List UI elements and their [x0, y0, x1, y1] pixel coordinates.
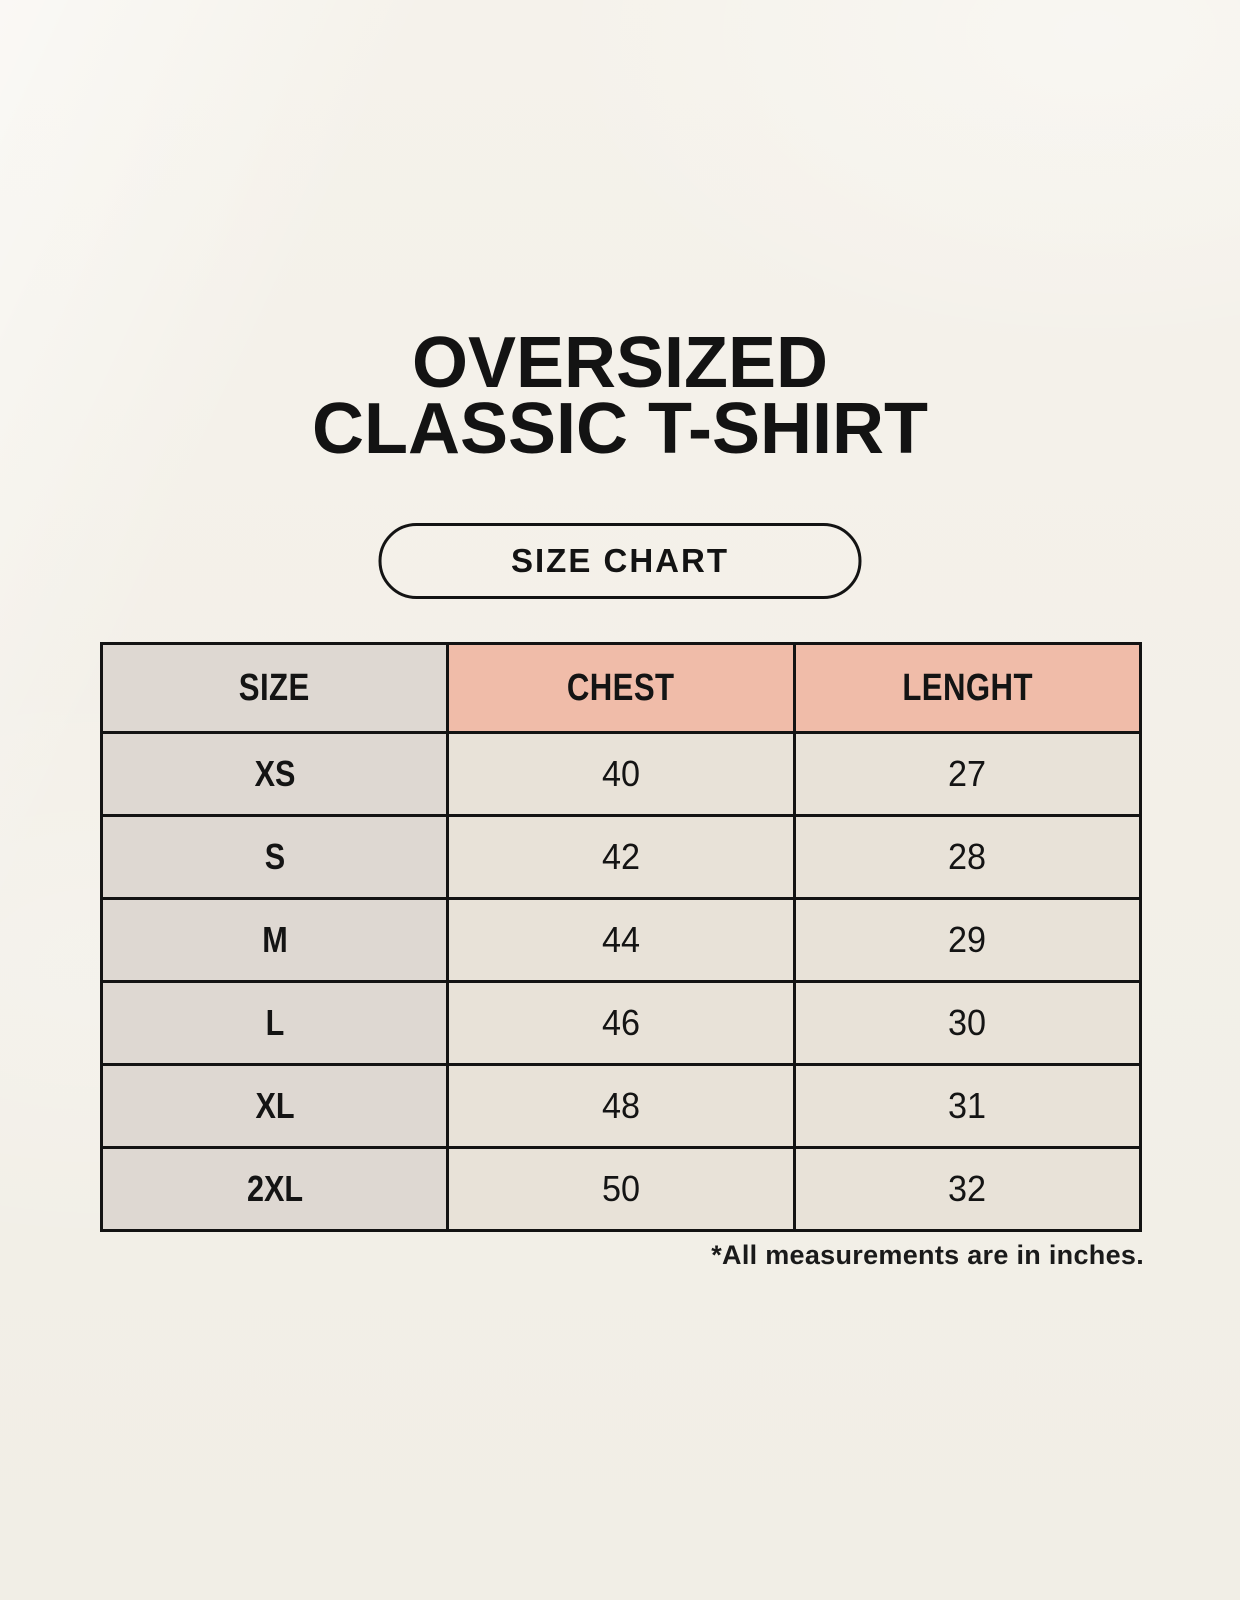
column-header-size: SIZE [99, 642, 450, 734]
table-row: M 44 29 [99, 897, 1143, 983]
length-cell: 29 [792, 897, 1143, 983]
chest-cell: 48 [446, 1063, 796, 1149]
size-cell: L [99, 980, 450, 1066]
chest-cell: 50 [446, 1146, 796, 1232]
size-cell: 2XL [99, 1146, 450, 1232]
size-cell: XS [99, 731, 450, 817]
page-title-line2: CLASSIC T-SHIRT [311, 389, 928, 469]
table-row: XS 40 27 [99, 731, 1143, 817]
size-cell: M [99, 897, 450, 983]
header-row: SIZE CHEST LENGHT [99, 642, 1143, 734]
table-row: XL 48 31 [99, 1063, 1143, 1149]
page-title-line1: OVERSIZED [411, 323, 829, 403]
column-header-chest: CHEST [446, 642, 796, 734]
length-cell: 30 [792, 980, 1143, 1066]
size-chart-button[interactable]: SIZE CHART [378, 523, 862, 599]
size-cell: XL [99, 1063, 450, 1149]
length-cell: 32 [792, 1146, 1143, 1232]
size-chart-table: SIZE CHEST LENGHT XS 40 27 S 42 28 M 44 … [99, 642, 1143, 1232]
measurements-footnote: *All measurements are in inches. [711, 1240, 1144, 1270]
size-cell: S [99, 814, 450, 900]
column-header-length: LENGHT [792, 642, 1143, 734]
length-cell: 31 [792, 1063, 1143, 1149]
length-cell: 27 [792, 731, 1143, 817]
table-row: 2XL 50 32 [99, 1146, 1143, 1232]
chest-cell: 40 [446, 731, 796, 817]
chest-cell: 44 [446, 897, 796, 983]
length-cell: 28 [792, 814, 1143, 900]
table-row: L 46 30 [99, 980, 1143, 1066]
chest-cell: 42 [446, 814, 796, 900]
chest-cell: 46 [446, 980, 796, 1066]
table-row: S 42 28 [99, 814, 1143, 900]
size-chart-button-label: SIZE CHART [511, 542, 729, 579]
page-title: OVERSIZED CLASSIC T-SHIRT [0, 323, 1240, 469]
